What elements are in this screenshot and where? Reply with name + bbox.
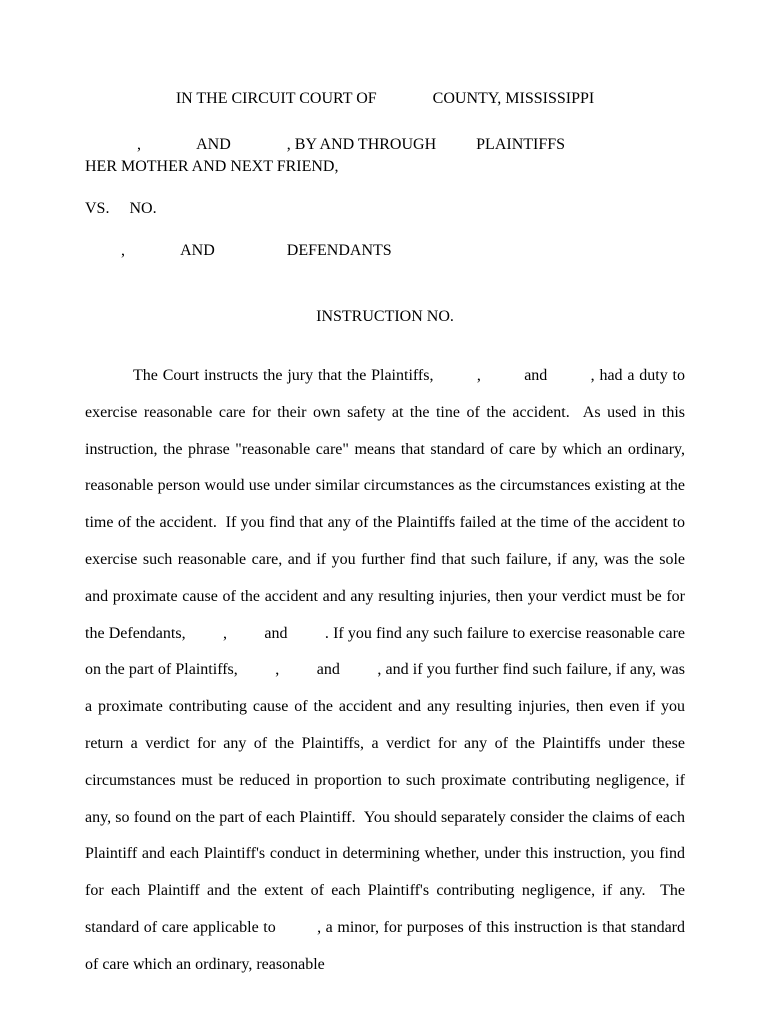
- vs-line: VS. NO.: [85, 200, 685, 218]
- mother-friend: HER MOTHER AND NEXT FRIEND,: [85, 158, 338, 175]
- court-suffix: COUNTY, MISSISSIPPI: [433, 90, 595, 107]
- def-comma: ,: [121, 242, 125, 259]
- comma1: ,: [137, 136, 141, 153]
- and1: AND: [196, 136, 231, 153]
- court-title: IN THE CIRCUIT COURT OF COUNTY, MISSISSI…: [85, 90, 685, 108]
- by-through: , BY AND THROUGH: [287, 136, 436, 153]
- def-and: AND: [180, 242, 215, 259]
- plaintiffs-label: PLAINTIFFS: [476, 136, 565, 153]
- court-prefix: IN THE CIRCUIT COURT OF: [176, 90, 377, 107]
- defendants-label: DEFENDANTS: [287, 242, 392, 259]
- instruction-title: INSTRUCTION NO.: [85, 308, 685, 326]
- defendants-line: , AND DEFENDANTS: [85, 242, 685, 260]
- body-text: The Court instructs the jury that the Pl…: [85, 358, 685, 984]
- body-content: The Court instructs the jury that the Pl…: [85, 367, 685, 973]
- plaintiffs-line2: HER MOTHER AND NEXT FRIEND,: [85, 158, 685, 176]
- no: NO.: [129, 200, 156, 217]
- vs: VS.: [85, 200, 109, 217]
- instruction-no: INSTRUCTION NO.: [316, 308, 454, 325]
- plaintiffs-line1: , AND , BY AND THROUGH PLAINTIFFS: [85, 136, 685, 154]
